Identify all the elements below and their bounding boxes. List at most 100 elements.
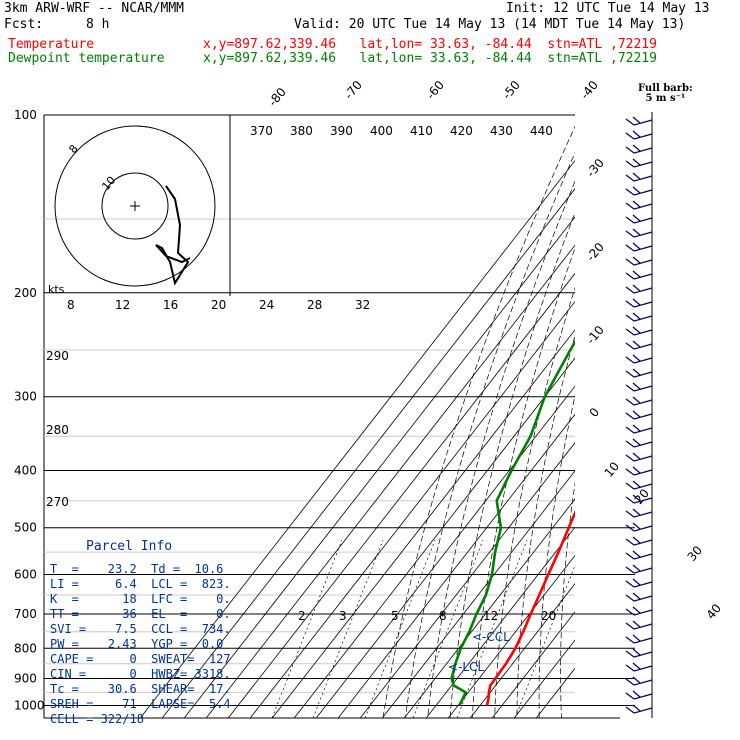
mixing-ratio-label: 3 — [339, 609, 347, 623]
wind-barb — [625, 256, 653, 266]
hodograph-speed-tick: 20 — [211, 298, 226, 312]
parcel-row: CAPE = 0 SWEAT= 127 — [50, 652, 231, 666]
isotherm-label: -10 — [584, 323, 607, 347]
theta-label: 430 — [490, 124, 513, 138]
hodograph-speed-tick: 28 — [307, 298, 322, 312]
pressure-tick-label: 700 — [14, 607, 37, 621]
wind-barb — [625, 522, 653, 532]
pressure-tick-label: 900 — [14, 671, 37, 685]
dewpoint-info: x,y=897.62,339.46 lat,lon= 33.63, -84.44… — [203, 51, 657, 66]
hodograph-speed-unit: kts — [48, 283, 65, 296]
dry-adiabat-line — [471, 246, 575, 718]
isotherm-label: 30 — [685, 543, 706, 564]
isotherm-line — [381, 470, 575, 718]
parcel-row: TT = 36 EL = 0. — [50, 607, 231, 621]
theta-label: 420 — [450, 124, 473, 138]
model-name: 3km ARW-WRF -- NCAR/MMM — [4, 1, 185, 16]
barb-legend-line1: Full barb: — [638, 83, 693, 94]
isotherm-line — [139, 159, 575, 718]
theta-label: 400 — [370, 124, 393, 138]
wind-barb — [625, 312, 653, 322]
barb-legend: Full barb: 5 m s⁻¹ — [638, 84, 693, 104]
wind-barb — [625, 704, 653, 714]
wind-barb — [625, 536, 653, 546]
isotherm-line — [271, 329, 575, 718]
wind-barb — [625, 592, 653, 602]
wind-barb — [625, 158, 653, 168]
mixing-ratio-line — [456, 539, 528, 718]
wind-barb — [625, 172, 653, 182]
hodograph-speed-tick: 24 — [259, 298, 274, 312]
valid-time: Valid: 20 UTC Tue 14 May 13 (14 MDT Tue … — [294, 17, 686, 32]
mixing-ratio-label: 8 — [439, 609, 447, 623]
isotherm-line — [205, 244, 575, 718]
wind-barb — [625, 326, 653, 336]
isotherm-label: 40 — [704, 601, 725, 622]
temperature-series-line — [485, 509, 575, 706]
isotherm-line — [249, 300, 575, 718]
wind-barb — [625, 340, 653, 350]
wind-barb — [625, 200, 653, 210]
isotherm-label: -30 — [584, 156, 607, 180]
wind-barb — [625, 424, 653, 434]
theta-left-label: 290 — [46, 349, 69, 363]
isotherm-label: -60 — [424, 78, 447, 102]
isotherm-line — [403, 498, 575, 718]
dry-adiabat-line — [516, 334, 575, 718]
temperature-label: Temperature — [8, 37, 95, 52]
mixing-ratio-line — [364, 539, 436, 718]
wind-barb — [625, 242, 653, 252]
dry-adiabat-line — [712, 115, 740, 718]
isotherm-line — [161, 188, 575, 718]
pressure-tick-label: 600 — [14, 567, 37, 581]
parcel-row: LI = 6.4 LCL = 823. — [50, 577, 231, 591]
pressure-tick-label: 200 — [14, 286, 37, 300]
wind-barb — [625, 354, 653, 364]
isotherm-label: 10 — [602, 459, 623, 480]
isotherm-line — [227, 272, 575, 718]
wind-barb — [625, 284, 653, 294]
isotherm-line — [469, 583, 575, 718]
header: 3km ARW-WRF -- NCAR/MMM Init: 12 UTC Tue… — [0, 0, 740, 70]
hodograph-speed-tick: 12 — [115, 298, 130, 312]
parcel-row: K = 18 LFC = 0. — [50, 592, 231, 606]
wind-barb — [625, 662, 653, 672]
wind-barb — [625, 130, 653, 140]
wind-barb — [625, 298, 653, 308]
wind-barb — [625, 116, 653, 126]
wind-barb — [625, 606, 653, 616]
isotherm-line — [183, 216, 575, 718]
isotherm-label: -50 — [500, 78, 523, 102]
hodograph-ring-outer — [54, 125, 216, 287]
dewpoint-series-line — [450, 339, 575, 707]
theta-label: 410 — [410, 124, 433, 138]
theta-label: 390 — [330, 124, 353, 138]
pressure-tick-label: 800 — [14, 641, 37, 655]
pressure-tick-label: 500 — [14, 521, 37, 535]
parcel-row: CIN = 0 HWBZ= 3318. — [50, 667, 231, 681]
mixing-ratio-label: 5 — [391, 609, 399, 623]
hodograph-ring-label: 10 — [99, 174, 118, 193]
theta-label: 370 — [250, 124, 273, 138]
isotherm-line — [491, 611, 575, 718]
wind-barb — [625, 382, 653, 392]
ccl-marker-label: <-CCL — [472, 630, 510, 644]
dry-adiabat-line — [494, 286, 575, 718]
dry-adiabat-line — [404, 151, 575, 718]
dry-adiabat-line — [695, 115, 740, 718]
parcel-row: CELL = 322/18 — [50, 712, 144, 726]
wind-barb — [625, 270, 653, 280]
hodograph-trace — [155, 185, 191, 286]
wind-barb — [625, 508, 653, 518]
wind-barb — [625, 368, 653, 378]
isotherm-line — [337, 413, 575, 718]
hodograph-ring-inner — [101, 172, 169, 240]
dry-adiabat-line — [729, 115, 740, 718]
isotherm-line — [315, 385, 575, 718]
theta-label: 380 — [290, 124, 313, 138]
wind-barb — [625, 396, 653, 406]
barb-legend-line2: 5 m s⁻¹ — [645, 93, 686, 104]
pressure-tick-label: 400 — [14, 464, 37, 478]
wind-barb — [625, 634, 653, 644]
